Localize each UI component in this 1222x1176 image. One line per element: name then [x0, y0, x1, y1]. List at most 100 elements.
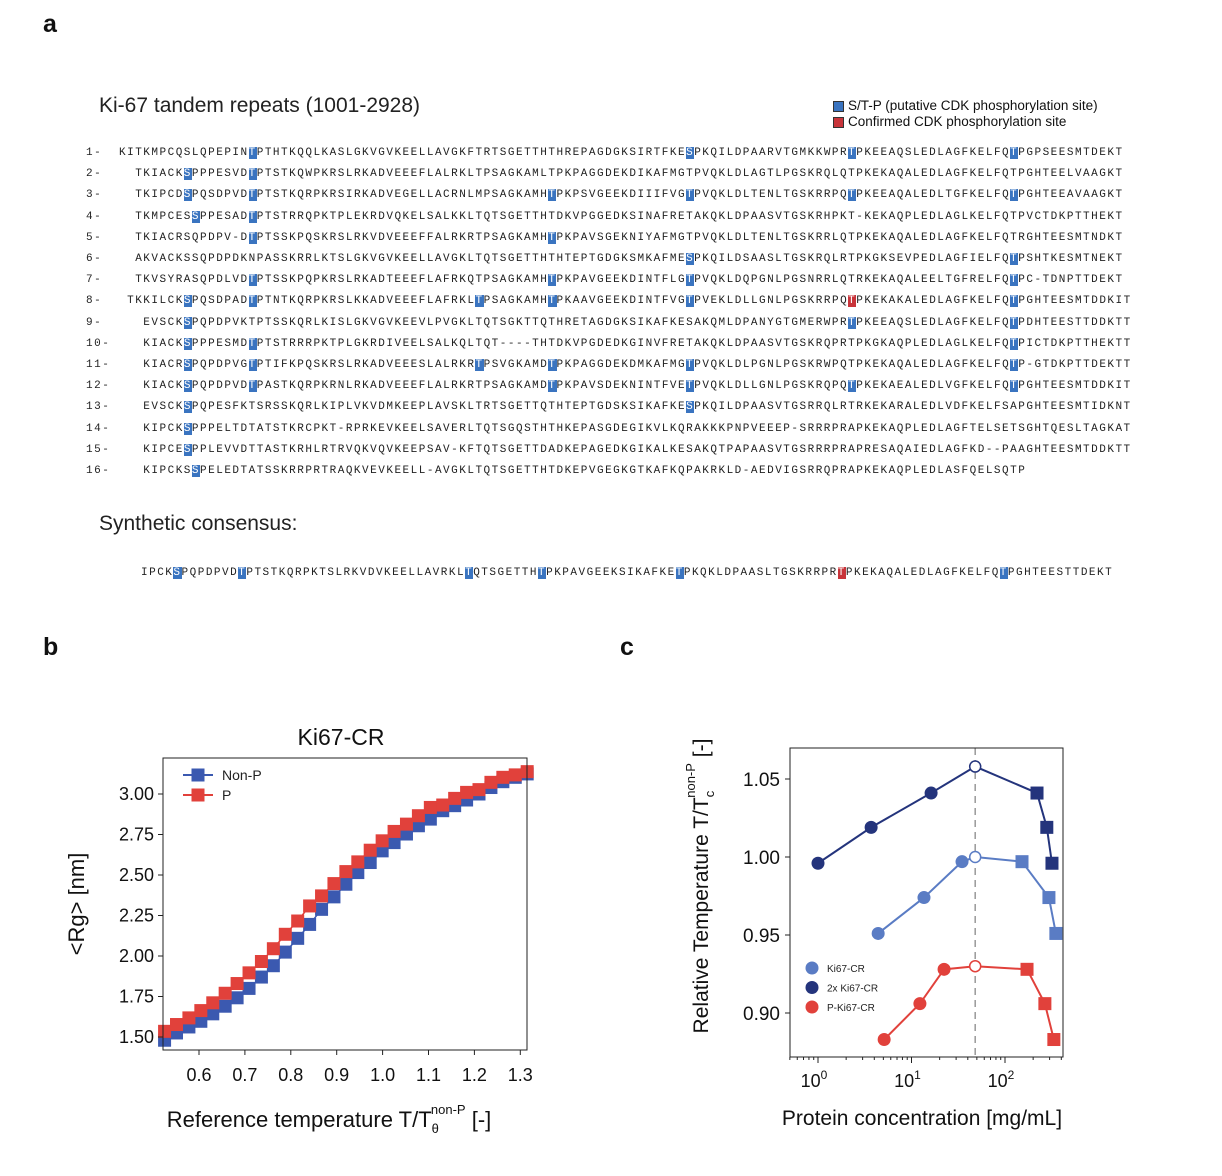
repeat-number: 15-	[86, 443, 111, 456]
putative-cdk-site: S	[686, 401, 695, 414]
sequence-segment: PVQKLDQPGNLPGSNRRLQTRKEKAQALEELTGFRELFQ	[694, 274, 1011, 287]
x-tick-label: 1.3	[508, 1065, 533, 1085]
repeat-number: 8-	[86, 295, 103, 308]
repeats-title: Ki-67 tandem repeats (1001-2928)	[99, 94, 421, 117]
data-point	[1047, 1033, 1061, 1047]
sequence-segment: PKQILDPAASVTGSRRQLRTRKEKARALEDLVDFKELFSA…	[694, 401, 1132, 414]
putative-cdk-site: T	[686, 380, 695, 393]
putative-cdk-site: T	[475, 359, 484, 371]
data-point	[411, 819, 425, 833]
chart-title: Ki67-CR	[298, 724, 385, 750]
legend-marker	[191, 768, 205, 782]
confirmed-cdk-site: T	[837, 567, 846, 579]
data-point	[278, 927, 292, 941]
putative-cdk-site: T	[248, 380, 257, 393]
y-tick-label: 0.95	[743, 926, 780, 947]
putative-cdk-site: S	[183, 359, 192, 371]
data-point	[399, 817, 413, 831]
data-point	[351, 866, 365, 880]
data-point	[496, 770, 510, 784]
putative-cdk-site: T	[548, 359, 557, 371]
legend-swatch-confirmed	[833, 116, 844, 128]
sequence-segment: PKPSVGEEKDIIIFVG	[556, 189, 687, 202]
repeat-number: 5-	[86, 231, 103, 244]
putative-cdk-site: S	[183, 380, 192, 393]
sequence-segment: PDHTEESTTDDKTT	[1018, 316, 1132, 329]
repeat-number: 10-	[86, 337, 111, 350]
y-tick-label: 1.00	[743, 848, 780, 869]
putative-cdk-site: S	[183, 401, 192, 414]
putative-cdk-site: T	[248, 231, 257, 244]
sequence-segment: PGHTEESTTDEKT	[1007, 567, 1114, 579]
data-point	[230, 977, 244, 991]
data-point	[194, 1004, 208, 1018]
data-point	[291, 914, 305, 928]
repeat-number: 7-	[86, 274, 103, 287]
data-point	[218, 999, 232, 1013]
data-point	[339, 877, 353, 891]
sequence-segment: PGHTEESMTDDKIT	[1018, 295, 1132, 308]
putative-cdk-site: T	[548, 189, 557, 202]
sequence-segment: PQSDPVD	[191, 189, 249, 202]
data-point	[1030, 786, 1044, 800]
data-point	[448, 791, 462, 805]
data-point	[387, 836, 401, 850]
putative-cdk-site: T	[1010, 274, 1019, 287]
sequence-segment: PVQKLDLLGNLPGSKRQPQ	[694, 380, 849, 393]
data-point	[924, 786, 938, 800]
data-point	[339, 865, 353, 879]
putative-cdk-site: S	[183, 316, 192, 329]
putative-cdk-site: T	[1010, 189, 1019, 202]
sequence-segment: PKEEAQALEDLTGFKELFQ	[856, 189, 1011, 202]
y-tick-label: 1.05	[743, 770, 780, 791]
data-point	[968, 850, 982, 864]
legend-label: P-Ki67-CR	[827, 1003, 875, 1014]
sequence-segment: PPLEVVDTTASTKRHLRTRVQKVQVKEEPSAV-KFTQTSG…	[191, 443, 1132, 456]
putative-cdk-site: T	[248, 210, 257, 223]
sequence-segment: PKEEAQSLEDLAGFKELFQ	[856, 316, 1011, 329]
sequence-segment: PC-TDNPTTDEKT	[1018, 274, 1124, 287]
putative-cdk-site: T	[1010, 253, 1019, 265]
x-tick-label: 1.2	[462, 1065, 487, 1085]
repeat-number: 4-	[86, 210, 103, 223]
data-point	[242, 966, 256, 980]
data-point	[436, 798, 450, 812]
data-point	[206, 996, 220, 1010]
putative-cdk-site: T	[1010, 147, 1019, 159]
sequence-segment: PGPSEESMTDEKT	[1018, 147, 1124, 159]
putative-cdk-site: T	[1010, 316, 1019, 329]
sequence-segment: PVEKLDLLGNLPGSKRRPQ	[694, 295, 849, 308]
putative-cdk-site: T	[686, 274, 695, 287]
legend-marker	[805, 961, 819, 975]
data-point	[1042, 891, 1056, 905]
data-point	[230, 991, 244, 1005]
data-point	[291, 931, 305, 945]
confirmed-cdk-site: T	[848, 295, 857, 308]
sequence-segment: IPCK	[141, 567, 174, 579]
sequence-segment: PVQKLDLPGNLPGSKRWPQTPKEKAQALEDLAGFKELFQ	[694, 359, 1011, 371]
repeat-sequence: KIACRSPQPDPVGTPTIFKPQSKRSLRKADVEEESLALRK…	[143, 355, 1131, 375]
y-axis-label: <Rg> [nm]	[64, 853, 89, 956]
sequence-segment: PSVGKAMD	[483, 359, 549, 371]
putative-cdk-site: S	[191, 210, 201, 223]
sequence-segment: TKIACRSQPDPV-D	[135, 231, 249, 244]
data-point	[871, 926, 885, 940]
data-point	[955, 855, 969, 869]
data-point	[387, 824, 401, 838]
legend-label: 2x Ki67-CR	[827, 984, 878, 995]
data-point	[968, 760, 982, 773]
repeat-sequence: KIPCKSPPPELTDTATSTKRCPKT-RPRKEVKEELSAVER…	[143, 419, 1131, 439]
legend-marker	[805, 1000, 819, 1014]
data-point	[303, 917, 317, 931]
x-tick-label: 101	[894, 1068, 921, 1091]
sequence-segment: PTSSKPQPKRSLRKADTEEEFLAFRKQTPSAGKAMH	[256, 274, 549, 287]
putative-cdk-site: T	[248, 337, 257, 350]
x-tick-label: 0.8	[278, 1065, 303, 1085]
data-point	[508, 768, 522, 782]
sequence-segment: KIPCKS	[143, 465, 192, 477]
sequence-segment: AKVACKSSQPDPDKNPASSKRRLKTSLGKVGVKEELLAVG…	[135, 253, 687, 265]
putative-cdk-site: S	[183, 337, 192, 350]
sequence-segment: PKQILDPAARVTGMKKWPR	[694, 147, 849, 159]
sequence-segment: PKEKAEALEDLVGFKELFQ	[856, 380, 1011, 393]
